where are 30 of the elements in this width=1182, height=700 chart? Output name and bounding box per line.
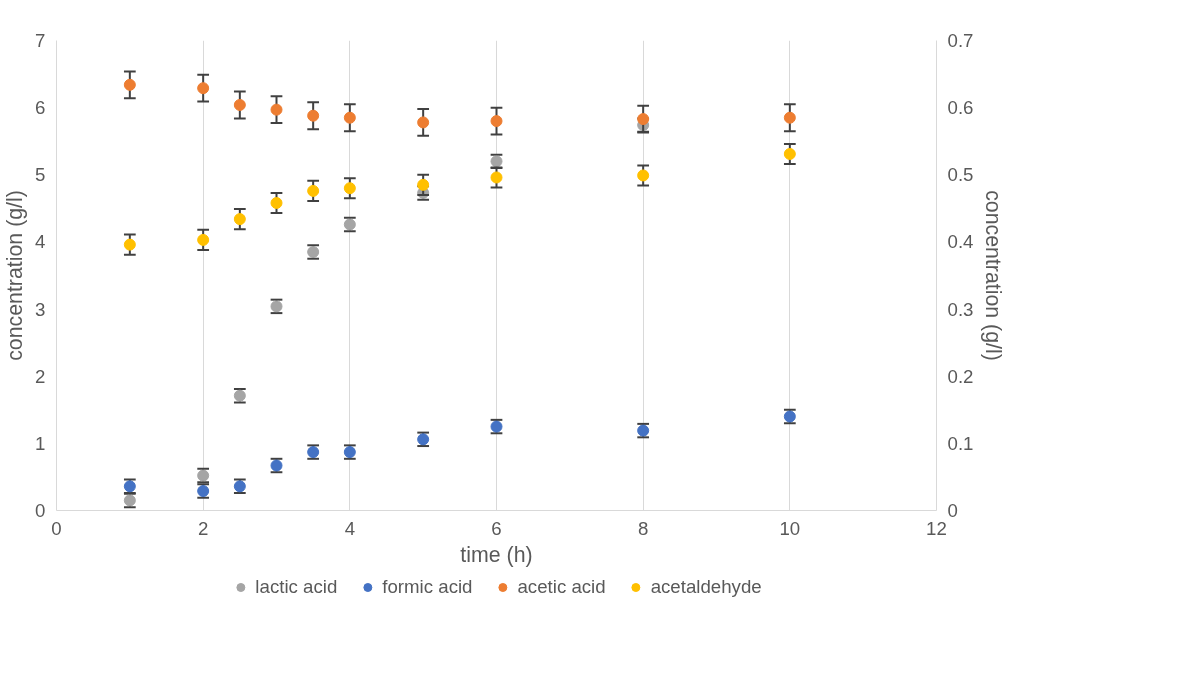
- x-tick-label: 2: [197, 517, 209, 539]
- y-tick-label: 3: [35, 298, 46, 320]
- y2-tick-label: 0.4: [947, 231, 974, 253]
- y2-tick-label: 0.1: [947, 432, 974, 454]
- y-tick-label: 7: [35, 30, 46, 51]
- legend-label: acetic acid: [517, 575, 606, 598]
- x-tick-label: 0: [51, 517, 62, 539]
- x-axis-title: time (h): [460, 542, 533, 567]
- legend-label: formic acid: [382, 575, 473, 598]
- y-axis-title: concentration (g/l): [3, 190, 28, 361]
- x-tick-label: 10: [779, 517, 801, 539]
- y-tick-label: 0: [35, 500, 46, 521]
- y-tick-label: 6: [35, 97, 46, 119]
- x-tick-label: 12: [926, 517, 947, 539]
- y-tick-label: 5: [35, 164, 46, 186]
- legend-label: acetaldehyde: [650, 575, 762, 598]
- x-tick-label: 6: [491, 517, 502, 539]
- y2-tick-label: 0.7: [947, 30, 974, 51]
- y2-tick-label: 0: [947, 500, 958, 521]
- y-tick-label: 2: [35, 365, 46, 387]
- x-tick-label: 4: [344, 517, 356, 539]
- y-tick-label: 1: [35, 432, 46, 454]
- y-tick-label: 4: [35, 231, 46, 253]
- y2-tick-label: 0.3: [947, 298, 974, 320]
- y2-tick-label: 0.6: [947, 97, 974, 119]
- x-tick-label: 8: [637, 517, 649, 539]
- y2-tick-label: 0.5: [947, 164, 974, 186]
- y2-axis-title: concentration (g/l): [981, 190, 1006, 361]
- y2-tick-label: 0.2: [947, 365, 974, 387]
- legend-label: lactic acid: [255, 575, 338, 598]
